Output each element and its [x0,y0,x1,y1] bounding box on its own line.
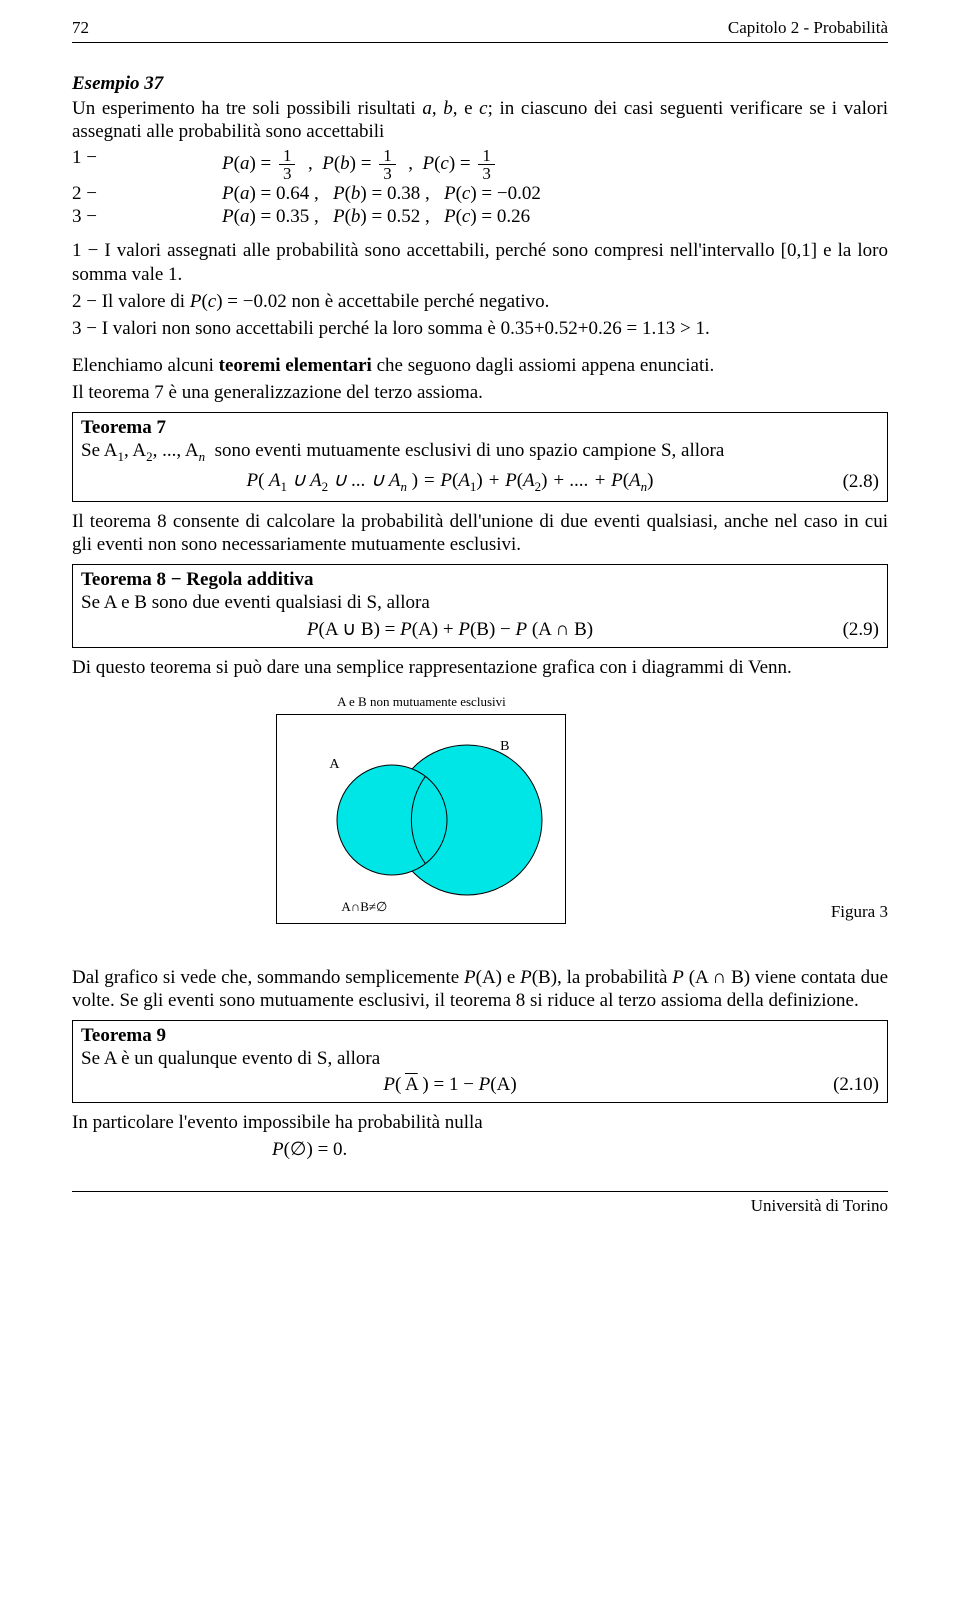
figure-3-label: Figura 3 [831,902,888,928]
theorem-9-title: Teorema 9 [81,1025,879,1047]
para-impossible: In particolare l'evento impossibile ha p… [72,1111,888,1134]
theorem-8-eq: P(A ∪ B) = P(A) + P(B) − P (A ∩ B) (2.9) [81,618,879,641]
page-number: 72 [72,18,89,38]
para-venn-intro: Di questo teorema si può dare una sempli… [72,656,888,679]
chapter-title: Capitolo 2 - Probabilità [728,18,888,38]
example-intro: Un esperimento ha tre soli possibili ris… [72,97,888,143]
footer: Università di Torino [72,1191,888,1216]
theorem-7-eq: P( A1 ∪ A2 ∪ ... ∪ An ) = P(A1) + P(A2) … [81,469,879,495]
page-header: 72 Capitolo 2 - Probabilità [72,18,888,38]
theorem-7-title: Teorema 7 [81,417,879,439]
footer-text: Università di Torino [751,1196,888,1215]
answer-1: 1 − I valori assegnati alle probabilità … [72,239,888,285]
theorem-8-line: Se A e B sono due eventi qualsiasi di S,… [81,591,879,614]
theorem-8-box: Teorema 8 − Regola additiva Se A e B son… [72,564,888,648]
header-rule [72,42,888,43]
eq-num-2-8: (2.8) [819,471,879,493]
theorem-9-line: Se A è un qualunque evento di S, allora [81,1047,879,1070]
eq-empty-set: P(∅) = 0. [72,1138,888,1161]
venn-diagram: A e B non mutuamente esclusivi A B A∩B≠∅ [276,694,566,924]
venn-box: A B A∩B≠∅ [276,714,566,924]
venn-svg [277,715,567,925]
case-3: 3 − P(a) = 0.35 , P(b) = 0.52 , P(c) = 0… [72,206,888,228]
answer-3: 3 − I valori non sono accettabili perché… [72,317,888,340]
page: 72 Capitolo 2 - Probabilità Esempio 37 U… [0,0,960,1236]
example-title: Esempio 37 [72,73,888,95]
answer-2: 2 − Il valore di P(c) = −0.02 non è acce… [72,290,888,313]
para-teoremi-intro: Elenchiamo alcuni teoremi elementari che… [72,354,888,377]
case-2: 2 − P(a) = 0.64 , P(b) = 0.38 , P(c) = −… [72,183,888,205]
theorem-8-title: Teorema 8 − Regola additiva [81,569,879,591]
venn-label-intersection: A∩B≠∅ [341,899,387,915]
para-teorema7-intro: Il teorema 7 è una generalizzazione del … [72,381,888,404]
theorem-9-eq: P( A ) = 1 − P(A) (2.10) [81,1074,879,1096]
theorem-7-line: Se A1, A2, ..., An sono eventi mutuament… [81,439,879,465]
venn-label-b: B [500,739,509,755]
eq-num-2-9: (2.9) [819,619,879,641]
figure-3-row: A e B non mutuamente esclusivi A B A∩B≠∅… [72,684,888,928]
theorem-7-box: Teorema 7 Se A1, A2, ..., An sono eventi… [72,412,888,501]
venn-label-a: A [329,757,339,773]
para-teorema8-intro: Il teorema 8 consente di calcolare la pr… [72,510,888,556]
eq-num-2-10: (2.10) [819,1074,879,1096]
theorem-9-box: Teorema 9 Se A è un qualunque evento di … [72,1020,888,1103]
para-venn-explain: Dal grafico si vede che, sommando sempli… [72,966,888,1012]
case-1: 1 − P(a) = 13 , P(b) = 13 , P(c) = 13 [72,147,888,182]
venn-top-caption: A e B non mutuamente esclusivi [276,694,566,710]
